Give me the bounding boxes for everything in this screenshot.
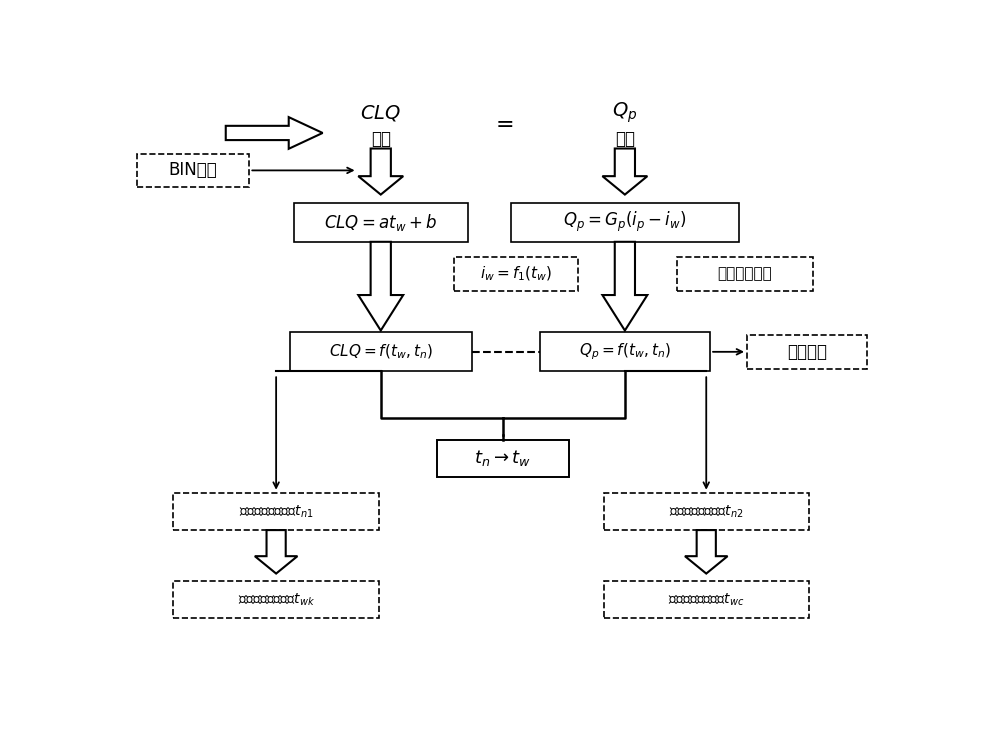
Text: $i_w=f_1(t_w)$: $i_w=f_1(t_w)$ (480, 265, 553, 283)
Text: BIN方法: BIN方法 (169, 162, 218, 180)
Text: $CLQ=at_w+b$: $CLQ=at_w+b$ (324, 212, 437, 233)
FancyBboxPatch shape (454, 257, 578, 291)
Text: $CLQ=f(t_w,t_n)$: $CLQ=f(t_w,t_n)$ (329, 343, 433, 361)
Text: $t_n \rightarrow t_w$: $t_n \rightarrow t_w$ (474, 448, 531, 468)
FancyBboxPatch shape (604, 580, 809, 618)
Text: 排热: 排热 (615, 129, 635, 147)
Polygon shape (226, 117, 323, 149)
Polygon shape (602, 242, 647, 331)
Text: $Q_p$: $Q_p$ (612, 100, 638, 125)
Text: 夏季室内设定温度$t_{n2}$: 夏季室内设定温度$t_{n2}$ (669, 503, 744, 520)
FancyBboxPatch shape (290, 332, 472, 372)
FancyBboxPatch shape (437, 440, 569, 477)
FancyBboxPatch shape (137, 153, 249, 187)
Text: $Q_p=f(t_w,t_n)$: $Q_p=f(t_w,t_n)$ (579, 342, 671, 362)
Text: 方程联立: 方程联立 (787, 343, 827, 361)
Polygon shape (602, 149, 647, 194)
Polygon shape (358, 242, 403, 331)
FancyBboxPatch shape (294, 203, 468, 242)
FancyBboxPatch shape (677, 257, 813, 291)
Text: =: = (495, 114, 514, 136)
FancyBboxPatch shape (540, 332, 710, 372)
Text: 负荷: 负荷 (371, 129, 391, 147)
Text: 气象参数建模: 气象参数建模 (718, 266, 772, 281)
Polygon shape (685, 530, 728, 574)
Text: 冬季室内设定温度$t_{n1}$: 冬季室内设定温度$t_{n1}$ (239, 503, 313, 520)
Text: $Q_p=G_p(i_p-i_w)$: $Q_p=G_p(i_p-i_w)$ (563, 210, 687, 234)
FancyBboxPatch shape (173, 580, 379, 618)
Text: 过渡季上切换温度$t_{wc}$: 过渡季上切换温度$t_{wc}$ (668, 591, 744, 607)
Text: $CLQ$: $CLQ$ (360, 102, 401, 123)
FancyBboxPatch shape (173, 493, 379, 530)
FancyBboxPatch shape (604, 493, 809, 530)
Polygon shape (358, 149, 403, 194)
FancyBboxPatch shape (747, 335, 867, 369)
Text: 过渡季下切换温度$t_{wk}$: 过渡季下切换温度$t_{wk}$ (238, 591, 315, 607)
FancyBboxPatch shape (511, 203, 739, 242)
Polygon shape (255, 530, 297, 574)
